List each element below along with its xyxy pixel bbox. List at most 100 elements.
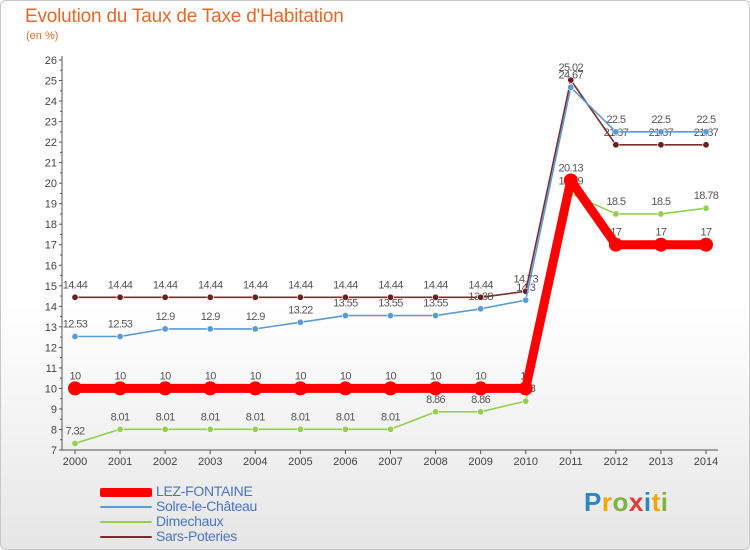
logo-letter: P xyxy=(584,487,602,517)
data-point xyxy=(296,293,304,301)
data-label: 13.55 xyxy=(378,298,403,310)
data-point xyxy=(71,439,79,447)
y-tick-label: 25 xyxy=(45,76,57,88)
data-label: 14.44 xyxy=(468,279,493,291)
data-label: 14.44 xyxy=(198,279,223,291)
data-point xyxy=(699,237,713,252)
data-label: 8.01 xyxy=(381,411,400,423)
data-point xyxy=(251,425,259,433)
data-point xyxy=(338,381,353,396)
data-label: 12.9 xyxy=(246,311,265,323)
data-label: 18.78 xyxy=(694,190,719,202)
data-point xyxy=(161,425,169,433)
legend-swatch xyxy=(100,536,152,538)
data-label: 8.01 xyxy=(246,411,265,423)
data-label: 13.55 xyxy=(333,298,358,310)
x-tick-label: 2002 xyxy=(153,456,177,468)
data-point xyxy=(608,237,623,252)
data-point xyxy=(702,128,710,136)
data-point xyxy=(653,237,668,252)
y-tick-label: 23 xyxy=(45,117,57,129)
data-point xyxy=(251,293,259,301)
data-point xyxy=(702,141,710,149)
logo-letter: o xyxy=(612,487,629,517)
data-point xyxy=(657,141,665,149)
data-label: 10 xyxy=(295,370,307,382)
y-tick-label: 11 xyxy=(46,363,57,375)
data-label: 12.9 xyxy=(201,311,220,323)
data-point xyxy=(522,296,530,304)
x-tick-label: 2008 xyxy=(423,456,447,468)
logo-letter: r xyxy=(601,487,613,517)
legend-label: LEZ-FONTAINE xyxy=(156,483,253,499)
x-tick-label: 2003 xyxy=(198,456,222,468)
y-tick-label: 21 xyxy=(45,158,57,170)
proxiti-logo: Proxiti xyxy=(584,487,668,518)
data-label: 14.44 xyxy=(63,279,88,291)
legend-label: Solre-le-Château xyxy=(156,498,258,514)
data-label: 8.01 xyxy=(201,411,220,423)
data-point xyxy=(116,293,124,301)
y-tick-label: 19 xyxy=(45,199,57,211)
data-point xyxy=(161,293,169,301)
y-tick-label: 9 xyxy=(51,404,57,416)
data-point xyxy=(612,210,620,218)
data-point xyxy=(477,408,485,416)
x-tick-label: 2000 xyxy=(63,456,87,468)
y-tick-label: 16 xyxy=(45,260,57,272)
data-point xyxy=(203,381,218,396)
data-point xyxy=(518,381,533,396)
data-point xyxy=(612,128,620,136)
data-point xyxy=(341,425,349,433)
y-tick-label: 14 xyxy=(45,301,57,313)
data-point xyxy=(657,128,665,136)
x-tick-label: 2013 xyxy=(649,456,673,468)
data-point xyxy=(113,381,128,396)
data-point xyxy=(567,76,575,84)
logo-letter: t xyxy=(651,487,661,517)
data-point xyxy=(563,173,578,188)
data-label: 14.44 xyxy=(108,279,133,291)
data-label: 8.86 xyxy=(471,394,490,406)
y-tick-label: 10 xyxy=(45,383,57,395)
data-point xyxy=(567,83,575,91)
y-tick-label: 20 xyxy=(45,178,57,190)
data-point xyxy=(612,141,620,149)
data-label: 14.44 xyxy=(243,279,268,291)
data-point xyxy=(386,312,394,320)
data-label: 20.13 xyxy=(559,162,584,174)
x-tick-label: 2006 xyxy=(333,456,357,468)
data-label: 8.01 xyxy=(336,411,355,423)
data-point xyxy=(522,397,530,405)
data-point xyxy=(161,325,169,333)
chart-title: Evolution du Taux de Taxe d'Habitation xyxy=(25,6,344,27)
data-point xyxy=(206,325,214,333)
data-point xyxy=(473,381,488,396)
data-point xyxy=(293,381,308,396)
legend-swatch xyxy=(100,506,152,508)
series-line xyxy=(74,79,707,299)
x-tick-label: 2007 xyxy=(378,456,402,468)
data-label: 10 xyxy=(385,370,397,382)
data-point xyxy=(428,381,443,396)
data-label: 7.32 xyxy=(65,425,84,437)
x-tick-label: 2004 xyxy=(243,456,267,468)
y-tick-label: 7 xyxy=(51,445,57,457)
data-label: 18.5 xyxy=(651,196,670,208)
y-tick-label: 13 xyxy=(45,322,57,334)
data-label: 12.53 xyxy=(63,318,88,330)
data-point xyxy=(341,312,349,320)
data-point xyxy=(251,325,259,333)
data-label: 25.02 xyxy=(559,62,584,74)
data-point xyxy=(116,332,124,340)
data-label: 14.44 xyxy=(423,279,448,291)
data-label: 24.67 xyxy=(559,69,584,81)
legend-swatch xyxy=(100,487,152,497)
data-point xyxy=(206,425,214,433)
data-point xyxy=(341,293,349,301)
data-point xyxy=(477,305,485,313)
legend-swatch xyxy=(100,521,152,523)
data-point xyxy=(383,381,398,396)
data-label: 18.5 xyxy=(606,196,625,208)
